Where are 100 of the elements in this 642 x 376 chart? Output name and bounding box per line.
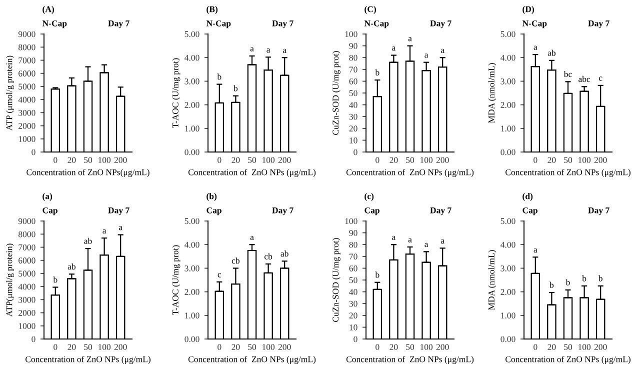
y-tick-label: 7000 [18, 244, 36, 250]
y-tick-label: 5.00 [500, 31, 516, 38]
y-tick-label: 40 [349, 289, 358, 295]
x-axis-title: Concentration of ZnO NPs (μg/mL) [506, 168, 630, 178]
y-tick-label: 5.00 [184, 31, 200, 38]
y-tick-label: 8000 [18, 231, 36, 238]
y-tick-label: 4000 [18, 96, 36, 103]
y-tick-label: 3.00 [500, 265, 516, 272]
y-tick-label: 5000 [18, 270, 36, 277]
x-tick-label: 100 [262, 157, 275, 164]
y-tick-label: 80 [349, 242, 358, 248]
chart-title: (D) [522, 6, 534, 14]
y-tick-label: 3.00 [184, 265, 200, 272]
y-tick-label: 10 [350, 137, 358, 144]
y-tick-label: 1000 [18, 323, 36, 330]
text: Day 7 [272, 207, 294, 216]
y-tick-label: 0.00 [184, 149, 200, 156]
y-tick-label: 60 [349, 78, 358, 84]
chart-subtitle: N-Cap [364, 20, 389, 28]
x-tick-label: 20 [390, 344, 398, 350]
x-tick-label: 100 [420, 344, 433, 350]
annotation: a [408, 37, 412, 42]
x-tick-label: 0 [218, 157, 222, 164]
chart-subtitle: N-Cap [522, 20, 547, 28]
x-tick-label: 200 [436, 344, 449, 350]
annotation: b [375, 69, 380, 76]
y-axis-title: CuZn-SOD (U/mg prot) [332, 238, 340, 322]
y-tick-label: 7000 [18, 57, 36, 64]
y-tick-label: 60 [349, 265, 358, 272]
x-axis-title: Concentration of ZnO NPs (μg/mL) [26, 356, 150, 364]
text: Day 7 [108, 20, 130, 28]
annotation: b [234, 85, 238, 92]
text: Day 7 [588, 20, 610, 28]
y-tick-label: 4.00 [500, 54, 516, 61]
x-axis-title: Concentration of ZnO NPs (μg/mL) [188, 356, 316, 364]
y-axis-title: T-AOC (U/mg prot) [172, 245, 180, 315]
y-tick-label: 5000 [18, 84, 36, 90]
y-tick-label: 0 [354, 336, 358, 342]
y-tick-label: 5.00 [500, 218, 516, 224]
x-axis-title: Concentration of ZnO NPs (μg/mL) [346, 356, 474, 364]
annotation: cb [232, 257, 240, 264]
x-tick-label: 50 [248, 157, 256, 164]
y-tick-label: 100 [345, 218, 358, 224]
x-tick-label: 100 [98, 344, 111, 350]
y-axis-title: CuZn-SOD (U/mg prot) [332, 51, 340, 135]
annotation: a [250, 236, 254, 240]
annotation: cb [264, 253, 272, 260]
y-tick-label: 50 [349, 90, 358, 96]
text: Day 7 [272, 20, 294, 28]
y-tick-label: 90 [349, 43, 358, 49]
chart-subtitle: Cap [522, 207, 538, 216]
annotation: bc [564, 70, 572, 78]
annotation: a [266, 48, 270, 53]
x-tick-label: 100 [578, 157, 591, 164]
annotation: b [53, 276, 58, 283]
x-tick-label: 50 [564, 157, 572, 164]
chart-subtitle: N-Cap [206, 20, 231, 28]
y-tick-label: 0 [32, 149, 36, 156]
y-tick-label: 5.00 [184, 218, 200, 224]
chart-title: (C) [364, 6, 376, 14]
x-tick-label: 0 [534, 344, 538, 350]
y-tick-label: 0 [32, 336, 36, 342]
y-axis-title: ATP(μmol/g protein) [6, 244, 14, 317]
y-tick-label: 1.00 [501, 126, 516, 132]
x-tick-label: 0 [54, 344, 58, 350]
annotation: a [408, 238, 412, 242]
y-tick-label: 2000 [18, 122, 36, 129]
y-tick-label: 90 [349, 230, 358, 236]
chart-subtitle: Cap [42, 207, 58, 216]
x-tick-label: 200 [594, 157, 607, 164]
x-tick-label: 20 [232, 157, 240, 164]
x-axis-title: Concentration of ZnO NPs (μg/mL) [346, 168, 474, 178]
y-tick-label: 3000 [18, 110, 36, 116]
chart-subtitle: Cap [206, 207, 222, 216]
annotation: c [598, 76, 602, 81]
x-tick-label: 0 [376, 344, 380, 350]
annotation: a [282, 48, 286, 54]
y-tick-label: 2000 [18, 310, 36, 316]
annotation: a [424, 54, 428, 58]
x-tick-label: 200 [114, 157, 127, 164]
annotation: abc [578, 76, 590, 82]
x-tick-label: 200 [594, 344, 607, 350]
x-tick-label: 100 [578, 344, 591, 350]
chart-title: (d) [522, 193, 533, 201]
x-tick-label: 20 [68, 157, 76, 164]
y-tick-label: 2.00 [500, 102, 516, 108]
annotation: b [598, 275, 602, 282]
y-tick-label: 4.00 [184, 54, 200, 61]
annotation: b [582, 275, 586, 282]
text: Day 7 [588, 207, 610, 216]
y-tick-label: 4.00 [184, 242, 200, 248]
y-tick-label: 6000 [18, 258, 36, 264]
y-tick-label: 20 [349, 312, 358, 319]
annotation: a [250, 47, 254, 52]
y-tick-label: 30 [349, 300, 358, 307]
x-tick-label: 20 [232, 344, 240, 350]
x-tick-label: 0 [218, 344, 222, 350]
y-tick-label: 2.00 [184, 289, 200, 295]
y-axis-title: ATP (μmol/g protein) [6, 56, 14, 131]
y-tick-label: 1.00 [185, 126, 200, 132]
